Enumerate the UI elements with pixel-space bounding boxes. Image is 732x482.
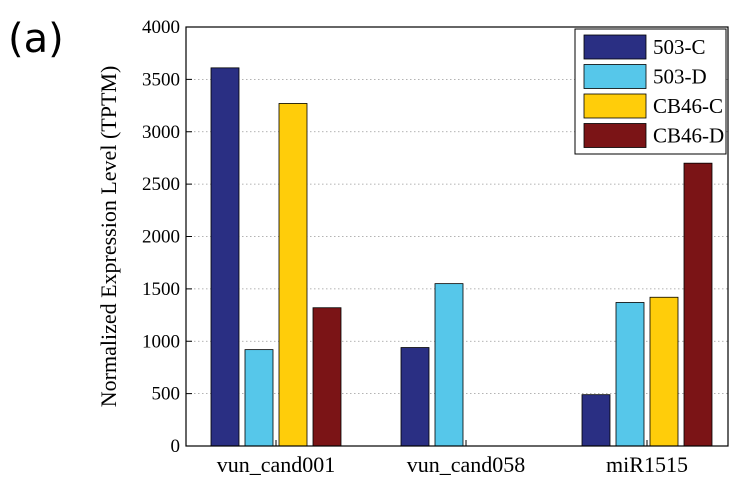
y-tick-label: 2500 [142, 174, 180, 195]
y-tick-label: 3000 [142, 122, 180, 143]
bar-CB46-C-vun_cand001 [278, 103, 308, 447]
bar-503-C-miR1515 [581, 394, 611, 447]
legend-entry: 503-C [653, 35, 706, 59]
x-tick-label: vun_cand058 [407, 452, 526, 477]
y-tick-label: 1500 [142, 279, 180, 300]
bar-503-D-vun_cand058 [434, 283, 464, 447]
bar-503-C-vun_cand001 [210, 67, 240, 447]
y-tick-label: 500 [152, 384, 181, 405]
bar-503-D-miR1515 [615, 302, 645, 447]
y-axis-title: Normalized Expression Level (TPTM) [96, 66, 121, 408]
panel-label: (a) [8, 16, 64, 62]
legend: 503-C 503-D CB46-C CB46-D [574, 28, 727, 155]
legend-swatch [583, 93, 647, 119]
y-tick-label: 0 [171, 436, 181, 457]
legend-entry: CB46-C [653, 94, 723, 118]
bars [210, 67, 713, 447]
y-tick-label: 3500 [142, 69, 180, 90]
legend-entry: CB46-D [653, 124, 724, 148]
bar-CB46-C-miR1515 [649, 296, 679, 447]
bar-CB46-D-vun_cand001 [312, 307, 342, 447]
y-axis-ticks: 0 500 1000 1500 2000 2500 3000 3500 4000 [142, 17, 192, 457]
bar-CB46-D-miR1515 [683, 162, 713, 447]
x-axis-ticks: vun_cand001 vun_cand058 miR1515 [217, 440, 688, 477]
legend-swatch [583, 34, 647, 60]
bar-503-D-vun_cand001 [244, 349, 274, 447]
x-tick-label: vun_cand001 [217, 452, 336, 477]
y-tick-label: 2000 [142, 227, 180, 248]
legend-entry: 503-D [653, 65, 707, 89]
legend-swatch [583, 123, 647, 148]
legend-swatch [583, 64, 647, 89]
y-tick-label: 4000 [142, 17, 180, 38]
x-tick-label: miR1515 [606, 452, 688, 477]
bar-503-C-vun_cand058 [400, 347, 430, 447]
y-tick-label: 1000 [142, 331, 180, 352]
